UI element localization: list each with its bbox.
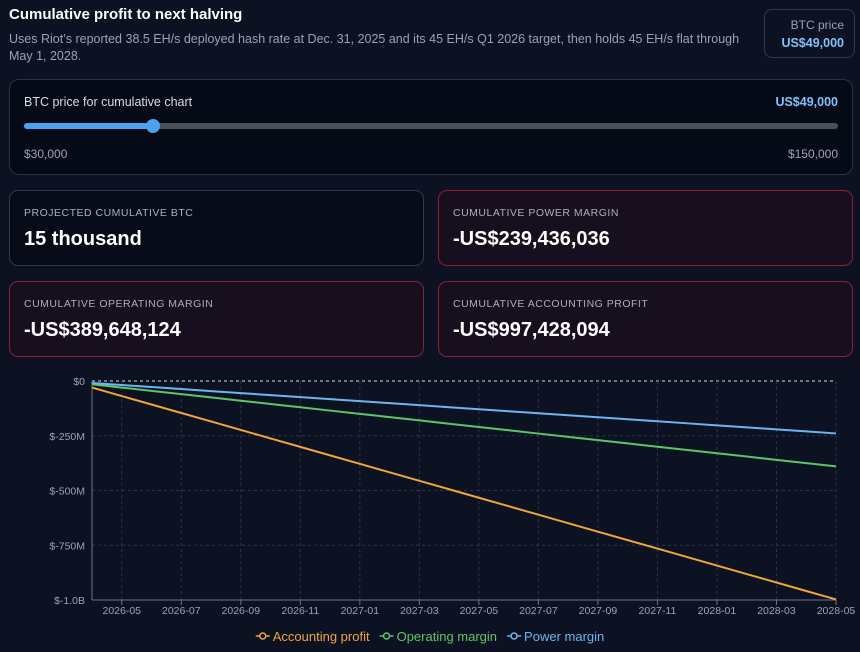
title: Cumulative profit to next halving bbox=[9, 6, 243, 23]
chart: $0 $-250M $-500M $-750M $-1.0B 2026-05 2026-07… bbox=[49, 376, 856, 644]
card-label: CUMULATIVE ACCOUNTING PROFIT bbox=[453, 298, 649, 310]
legend-label: Accounting profit bbox=[273, 629, 370, 644]
slider-max: $150,000 bbox=[787, 147, 838, 161]
card-label: PROJECTED CUMULATIVE BTC bbox=[24, 207, 194, 219]
slider-track[interactable] bbox=[24, 119, 838, 133]
y-tick-label: $-1.0B bbox=[54, 595, 85, 607]
x-tick-label: 2027-05 bbox=[460, 605, 499, 617]
x-tick-label: 2026-09 bbox=[222, 605, 261, 617]
slider-fill bbox=[24, 123, 153, 129]
card-value: 15 thousand bbox=[24, 228, 142, 250]
x-tick-label: 2028-01 bbox=[698, 605, 737, 617]
stat-card: CUMULATIVE POWER MARGIN -US$239,436,036 bbox=[438, 190, 853, 266]
y-tick-label: $-500M bbox=[49, 486, 85, 498]
series-line bbox=[91, 386, 837, 601]
legend-label: Operating margin bbox=[397, 629, 497, 644]
slider-panel: BTC price for cumulative chart US$49,000… bbox=[9, 79, 853, 175]
legend-item: Accounting profit bbox=[255, 629, 370, 644]
price-badge: BTC price US$49,000 bbox=[764, 9, 855, 58]
legend-label: Power margin bbox=[524, 629, 604, 644]
subtitle: Uses Riot’s reported 38.5 EH/s deployed … bbox=[9, 32, 740, 63]
card-value: -US$997,428,094 bbox=[453, 319, 610, 341]
x-tick-label: 2027-09 bbox=[579, 605, 618, 617]
x-tick-label: 2027-11 bbox=[639, 605, 677, 617]
card-value: -US$239,436,036 bbox=[453, 228, 610, 250]
stat-card: PROJECTED CUMULATIVE BTC 15 thousand bbox=[9, 190, 424, 266]
legend-swatch bbox=[382, 632, 391, 640]
x-tick-label: 2028-05 bbox=[817, 605, 856, 617]
slider-label: BTC price for cumulative chart bbox=[24, 95, 193, 109]
x-tick-label: 2026-11 bbox=[281, 605, 319, 617]
stat-card: CUMULATIVE OPERATING MARGIN -US$389,648,1… bbox=[9, 281, 424, 357]
x-tick-label: 2027-01 bbox=[341, 605, 380, 617]
y-tick-label: $0 bbox=[73, 376, 85, 388]
badge-value: US$49,000 bbox=[781, 36, 844, 50]
legend-swatch bbox=[510, 632, 518, 640]
card-label: CUMULATIVE POWER MARGIN bbox=[453, 207, 619, 219]
x-tick-label: 2026-05 bbox=[102, 605, 141, 617]
y-tick-label: $-750M bbox=[49, 540, 85, 552]
card-value: -US$389,648,124 bbox=[24, 319, 181, 341]
series-line bbox=[91, 382, 837, 435]
series-line bbox=[91, 383, 837, 468]
card-label: CUMULATIVE OPERATING MARGIN bbox=[24, 298, 214, 310]
slider-value: US$49,000 bbox=[775, 95, 838, 109]
legend-item: Power margin bbox=[507, 629, 604, 644]
x-tick-label: 2028-03 bbox=[757, 605, 796, 617]
slider-min: $30,000 bbox=[24, 147, 68, 161]
stat-card: CUMULATIVE ACCOUNTING PROFIT -US$997,428,… bbox=[438, 281, 853, 357]
legend-item: Operating margin bbox=[379, 629, 497, 644]
x-tick-label: 2027-07 bbox=[519, 605, 558, 617]
slider-knob[interactable] bbox=[145, 119, 160, 133]
x-tick-label: 2026-07 bbox=[162, 605, 201, 617]
x-tick-label: 2027-03 bbox=[400, 605, 439, 617]
legend-swatch bbox=[259, 632, 267, 640]
badge-label: BTC price bbox=[790, 18, 844, 32]
y-tick-label: $-250M bbox=[49, 431, 85, 443]
